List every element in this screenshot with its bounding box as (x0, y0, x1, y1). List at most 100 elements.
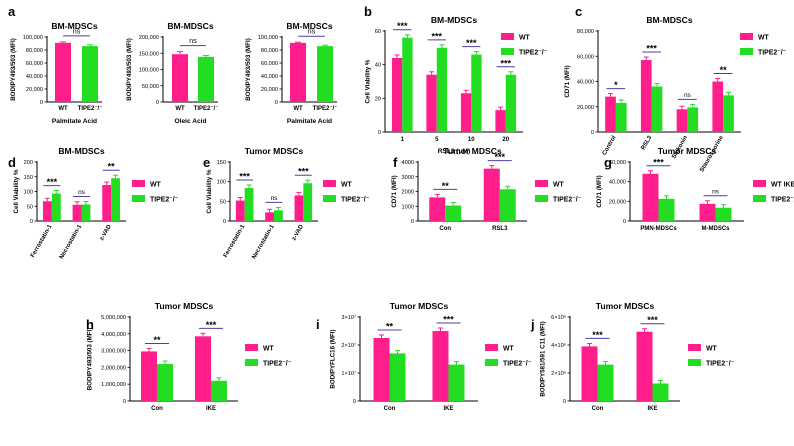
chart-title: Tumor MDSCs (390, 301, 449, 311)
panel-a3: BM-MDSCs 0 20,000 40,000 60,000 80,000 100,000… (245, 21, 337, 125)
chart-title: Tumor MDSCs (443, 146, 502, 156)
panel-letter: g (604, 155, 612, 170)
panel-f: f Tumor MDSCs 0 1000 2000 3000 4000 CD71 (MFI) C… (391, 146, 582, 232)
y-tick-label: 0 (378, 130, 381, 136)
y-tick-label: 1,000,000 (101, 382, 126, 388)
panel-d: d BM-MDSCs 0 50 100 150 200 Cell Viability % Fer… (8, 146, 179, 260)
bar-tipe2 (244, 187, 254, 221)
bar-tipe2 (448, 364, 465, 401)
bar-tipe2 (499, 189, 516, 221)
legend-swatch-tipe2 (753, 195, 766, 202)
y-tick-label: 1×10⁷ (341, 370, 356, 377)
significance-label: ns (78, 189, 86, 196)
legend-label: WT (758, 35, 770, 42)
bar-wt (642, 173, 659, 221)
legend-swatch-wt (245, 344, 258, 351)
y-tick-label: 3,000,000 (101, 349, 126, 355)
significance-label: *** (431, 31, 442, 41)
bar-wt (429, 197, 446, 221)
legend-label: TIPE2⁻/⁻ (706, 361, 735, 368)
y-axis-label: Cell Viability % (364, 59, 371, 103)
significance-label: ns (684, 92, 692, 99)
bar-tipe2 (157, 364, 173, 401)
y-tick-label: 100 (24, 190, 33, 196)
panel-letter: a (8, 4, 16, 19)
y-tick-label: 20,000 (26, 87, 43, 93)
x-tick-label: WT (175, 106, 185, 112)
chart-title: Tumor MDSCs (596, 301, 655, 311)
significance-label: ns (712, 188, 720, 195)
y-tick-label: 4,000,000 (101, 332, 126, 338)
y-tick-label: 0 (40, 100, 43, 106)
x-tick-label: Ferrostatin-1 (223, 223, 247, 258)
panel-a1: a BM-MDSCs 0 20,000 40,000 60,000 80,000 100,00… (8, 4, 102, 125)
x-axis-label: Palmitate Acid (52, 118, 97, 125)
panel-letter: j (530, 317, 535, 332)
y-tick-label: 3×10⁷ (341, 314, 356, 321)
panel-i: i Tumor MDSCs 0 1×10⁷ 2×10⁷ 3×10⁷ BODIPYFLC16 … (316, 301, 532, 412)
bar-tipe2 (723, 95, 734, 132)
legend-swatch-tipe2 (245, 359, 258, 366)
y-tick-label: 60,000 (609, 160, 626, 166)
legend-label: TIPE2⁻/⁻ (150, 197, 179, 204)
x-tick-label: z-VAD (291, 223, 305, 241)
bar-wt (42, 201, 52, 221)
x-tick-label: TIPE2⁻/⁻ (78, 106, 103, 112)
significance-label: ** (153, 335, 161, 345)
y-axis-label: Cell Viability % (206, 169, 213, 213)
chart-title: Tumor MDSCs (658, 146, 717, 156)
y-tick-label: 50 (27, 204, 33, 210)
legend-label: WT (553, 182, 565, 189)
panel-letter: h (86, 317, 94, 332)
legend-swatch-wt (132, 180, 145, 187)
significance-label: ns (189, 38, 197, 45)
bar-wt (72, 204, 82, 221)
chart-title: BM-MDSCs (431, 15, 478, 25)
x-tick-label: RSL3 (492, 226, 508, 232)
bar-wt (636, 331, 653, 401)
legend-swatch-tipe2 (132, 195, 145, 202)
significance-label: *** (647, 315, 658, 325)
legend-label: TIPE2⁻/⁻ (553, 197, 582, 204)
y-tick-label: 200,000 (139, 35, 159, 41)
bar-wt (426, 74, 437, 132)
panel-letter: i (316, 317, 320, 332)
panel-letter: c (575, 4, 582, 19)
bar-wt (141, 351, 157, 401)
y-tick-label: 60,000 (577, 54, 594, 60)
chart-title: BM-MDSCs (286, 21, 333, 31)
bar-wt (432, 331, 449, 401)
panel-letter: d (8, 155, 16, 170)
y-tick-label: 100 (217, 180, 226, 186)
bar-tipe2 (505, 74, 517, 132)
panel-g: g Tumor MDSCs 0 20,000 40,000 60,000 CD71 (MFI… (596, 146, 794, 232)
y-tick-label: 0 (563, 399, 566, 405)
y-axis-label: BODIPY493/503 (MFI) (126, 38, 133, 101)
significance-label: ** (720, 65, 728, 75)
x-tick-label: IKE (443, 406, 453, 412)
legend-label: WT (341, 182, 353, 189)
bar-wt (640, 60, 652, 132)
chart-title: BM-MDSCs (646, 15, 693, 25)
panel-j: j Tumor MDSCs 0 2×10⁶ 4×10⁶ 6×10⁶ BODIPY581/59… (530, 301, 735, 412)
x-axis-label: Palmitate Acid (287, 118, 332, 125)
x-tick-label: Con (592, 406, 604, 412)
x-tick-label: RSL3 (640, 134, 653, 151)
y-tick-label: 150 (24, 175, 33, 181)
panel-letter: e (203, 155, 210, 170)
chart-title: BM-MDSCs (167, 21, 214, 31)
y-tick-label: 3000 (402, 175, 414, 181)
x-tick-label: 5 (435, 137, 439, 143)
y-axis-label: CD71 (MFI) (596, 175, 603, 207)
legend-label: WT (519, 35, 531, 42)
bar-tipe2 (445, 205, 462, 221)
y-tick-label: 0 (30, 219, 33, 225)
y-tick-label: 0 (223, 219, 226, 225)
bar-tipe2 (652, 383, 669, 401)
y-tick-label: 80,000 (26, 48, 43, 54)
x-tick-label: Ferrostatin-1 (30, 223, 54, 258)
bar-tipe2 (715, 207, 732, 221)
chart-title: BM-MDSCs (58, 146, 105, 156)
bar-tipe2 (82, 46, 98, 102)
